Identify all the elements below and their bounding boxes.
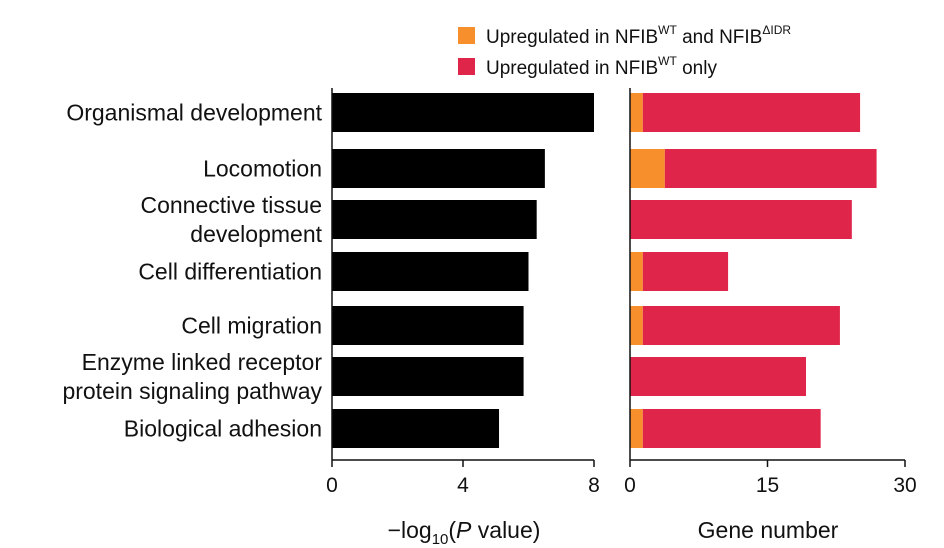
legend-swatch-both [458,27,475,44]
legend-swatch-wt-only [458,58,475,75]
x-tick-label: 15 [756,474,779,497]
gene-bar-wt-only [664,149,877,188]
category-label: Biological adhesion [124,416,322,442]
pvalue-bar [332,306,524,345]
pvalue-bar [332,357,524,396]
legend-label-both: Upregulated in NFIBWT and NFIBΔIDR [486,23,791,48]
gene-bar-wt-only [642,409,821,448]
gene-bar-both [630,252,643,291]
legend: Upregulated in NFIBWT and NFIBΔIDR Upreg… [458,23,791,79]
gene-bar-wt-only [642,306,840,345]
pvalue-bars [332,93,594,448]
category-label: Organismal development [66,100,322,126]
gene-number-panel: 0 15 30 Gene number [624,88,917,543]
x-tick-label: 30 [893,474,916,497]
gene-bar-wt-only [630,200,852,239]
x-tick-label: 0 [326,474,338,497]
gene-bar-both [630,149,665,188]
category-label: Cell differentiation [138,259,322,285]
gene-bar-both [630,409,643,448]
gene-bar-both [630,93,643,132]
gene-bar-wt-only [642,252,729,291]
pvalue-bar [332,200,537,239]
gene-bar-both [630,306,643,345]
category-label: Locomotion [203,156,322,182]
pvalue-bar [332,149,545,188]
gene-bar-wt-only [630,357,806,396]
category-label: Connective tissue development [140,192,322,247]
gene-number-bars [630,93,877,448]
pvalue-panel: Organismal development Locomotion Connecti… [62,88,600,548]
pvalue-bar [332,252,529,291]
category-label: Cell migration [181,313,322,339]
pvalue-x-axis: 0 4 8 [326,88,600,497]
legend-label-wt-only: Upregulated in NFIBWT only [486,54,717,79]
category-labels: Organismal development Locomotion Connecti… [62,100,322,442]
pvalue-bar [332,409,500,448]
x-tick-label: 8 [588,474,600,497]
gene-number-x-axis-title: Gene number [698,517,839,543]
gene-number-x-axis: 0 15 30 [624,88,917,497]
x-tick-label: 4 [457,474,469,497]
category-label: Enzyme linked receptor protein signaling … [62,349,322,404]
gene-bar-wt-only [642,93,861,132]
pvalue-x-axis-title: −log10(P value) [388,517,541,548]
x-tick-label: 0 [624,474,636,497]
pvalue-bar [332,93,594,132]
